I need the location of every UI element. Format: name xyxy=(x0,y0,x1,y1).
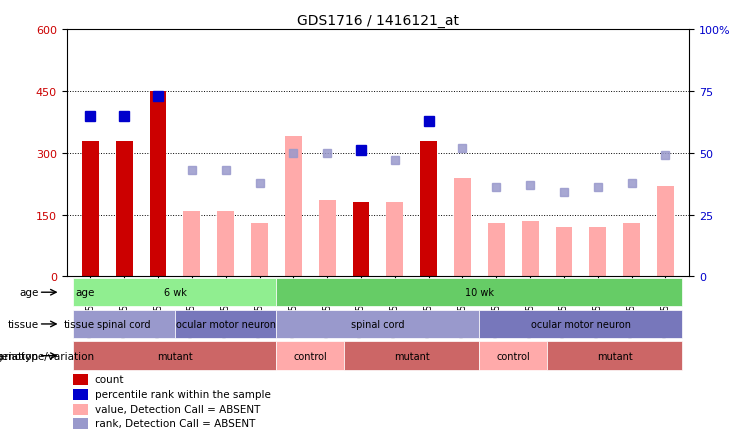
Text: 10 wk: 10 wk xyxy=(465,288,494,298)
FancyBboxPatch shape xyxy=(175,310,276,339)
Text: ocular motor neuron: ocular motor neuron xyxy=(176,319,276,329)
Text: control: control xyxy=(496,351,530,361)
Bar xyxy=(319,201,336,277)
Text: age: age xyxy=(76,288,95,298)
Text: age: age xyxy=(19,288,39,298)
Bar xyxy=(73,389,88,400)
Bar xyxy=(82,141,99,277)
FancyBboxPatch shape xyxy=(73,342,276,370)
Bar xyxy=(589,227,606,277)
FancyBboxPatch shape xyxy=(479,342,547,370)
Text: percentile rank within the sample: percentile rank within the sample xyxy=(95,389,270,399)
Text: genotype/variation: genotype/variation xyxy=(0,351,39,361)
Bar xyxy=(623,224,640,277)
Bar xyxy=(454,178,471,277)
Text: tissue: tissue xyxy=(64,319,95,329)
Text: mutant: mutant xyxy=(394,351,430,361)
Text: mutant: mutant xyxy=(157,351,193,361)
Bar xyxy=(657,186,674,277)
Title: GDS1716 / 1416121_at: GDS1716 / 1416121_at xyxy=(297,14,459,28)
FancyBboxPatch shape xyxy=(276,310,479,339)
Bar xyxy=(386,203,403,277)
Bar xyxy=(150,92,167,277)
Text: tissue: tissue xyxy=(7,319,39,329)
Bar xyxy=(217,211,234,277)
Bar xyxy=(556,227,573,277)
Bar xyxy=(488,224,505,277)
Bar xyxy=(522,221,539,277)
Text: count: count xyxy=(95,374,124,384)
FancyBboxPatch shape xyxy=(479,310,682,339)
Text: control: control xyxy=(293,351,327,361)
Bar xyxy=(285,137,302,277)
FancyBboxPatch shape xyxy=(276,342,344,370)
Text: rank, Detection Call = ABSENT: rank, Detection Call = ABSENT xyxy=(95,418,255,428)
FancyBboxPatch shape xyxy=(73,278,276,307)
Bar xyxy=(116,141,133,277)
Text: value, Detection Call = ABSENT: value, Detection Call = ABSENT xyxy=(95,404,260,414)
Text: mutant: mutant xyxy=(597,351,633,361)
FancyBboxPatch shape xyxy=(276,278,682,307)
Text: spinal cord: spinal cord xyxy=(351,319,405,329)
Bar xyxy=(73,418,88,429)
Text: spinal cord: spinal cord xyxy=(98,319,151,329)
Bar xyxy=(73,374,88,385)
Text: 6 wk: 6 wk xyxy=(164,288,187,298)
FancyBboxPatch shape xyxy=(547,342,682,370)
Bar xyxy=(251,224,268,277)
Bar xyxy=(353,203,370,277)
Text: genotype/variation: genotype/variation xyxy=(0,351,95,361)
FancyBboxPatch shape xyxy=(344,342,479,370)
Bar xyxy=(420,141,437,277)
FancyBboxPatch shape xyxy=(73,310,175,339)
Bar xyxy=(73,404,88,414)
Bar xyxy=(184,211,200,277)
Text: ocular motor neuron: ocular motor neuron xyxy=(531,319,631,329)
